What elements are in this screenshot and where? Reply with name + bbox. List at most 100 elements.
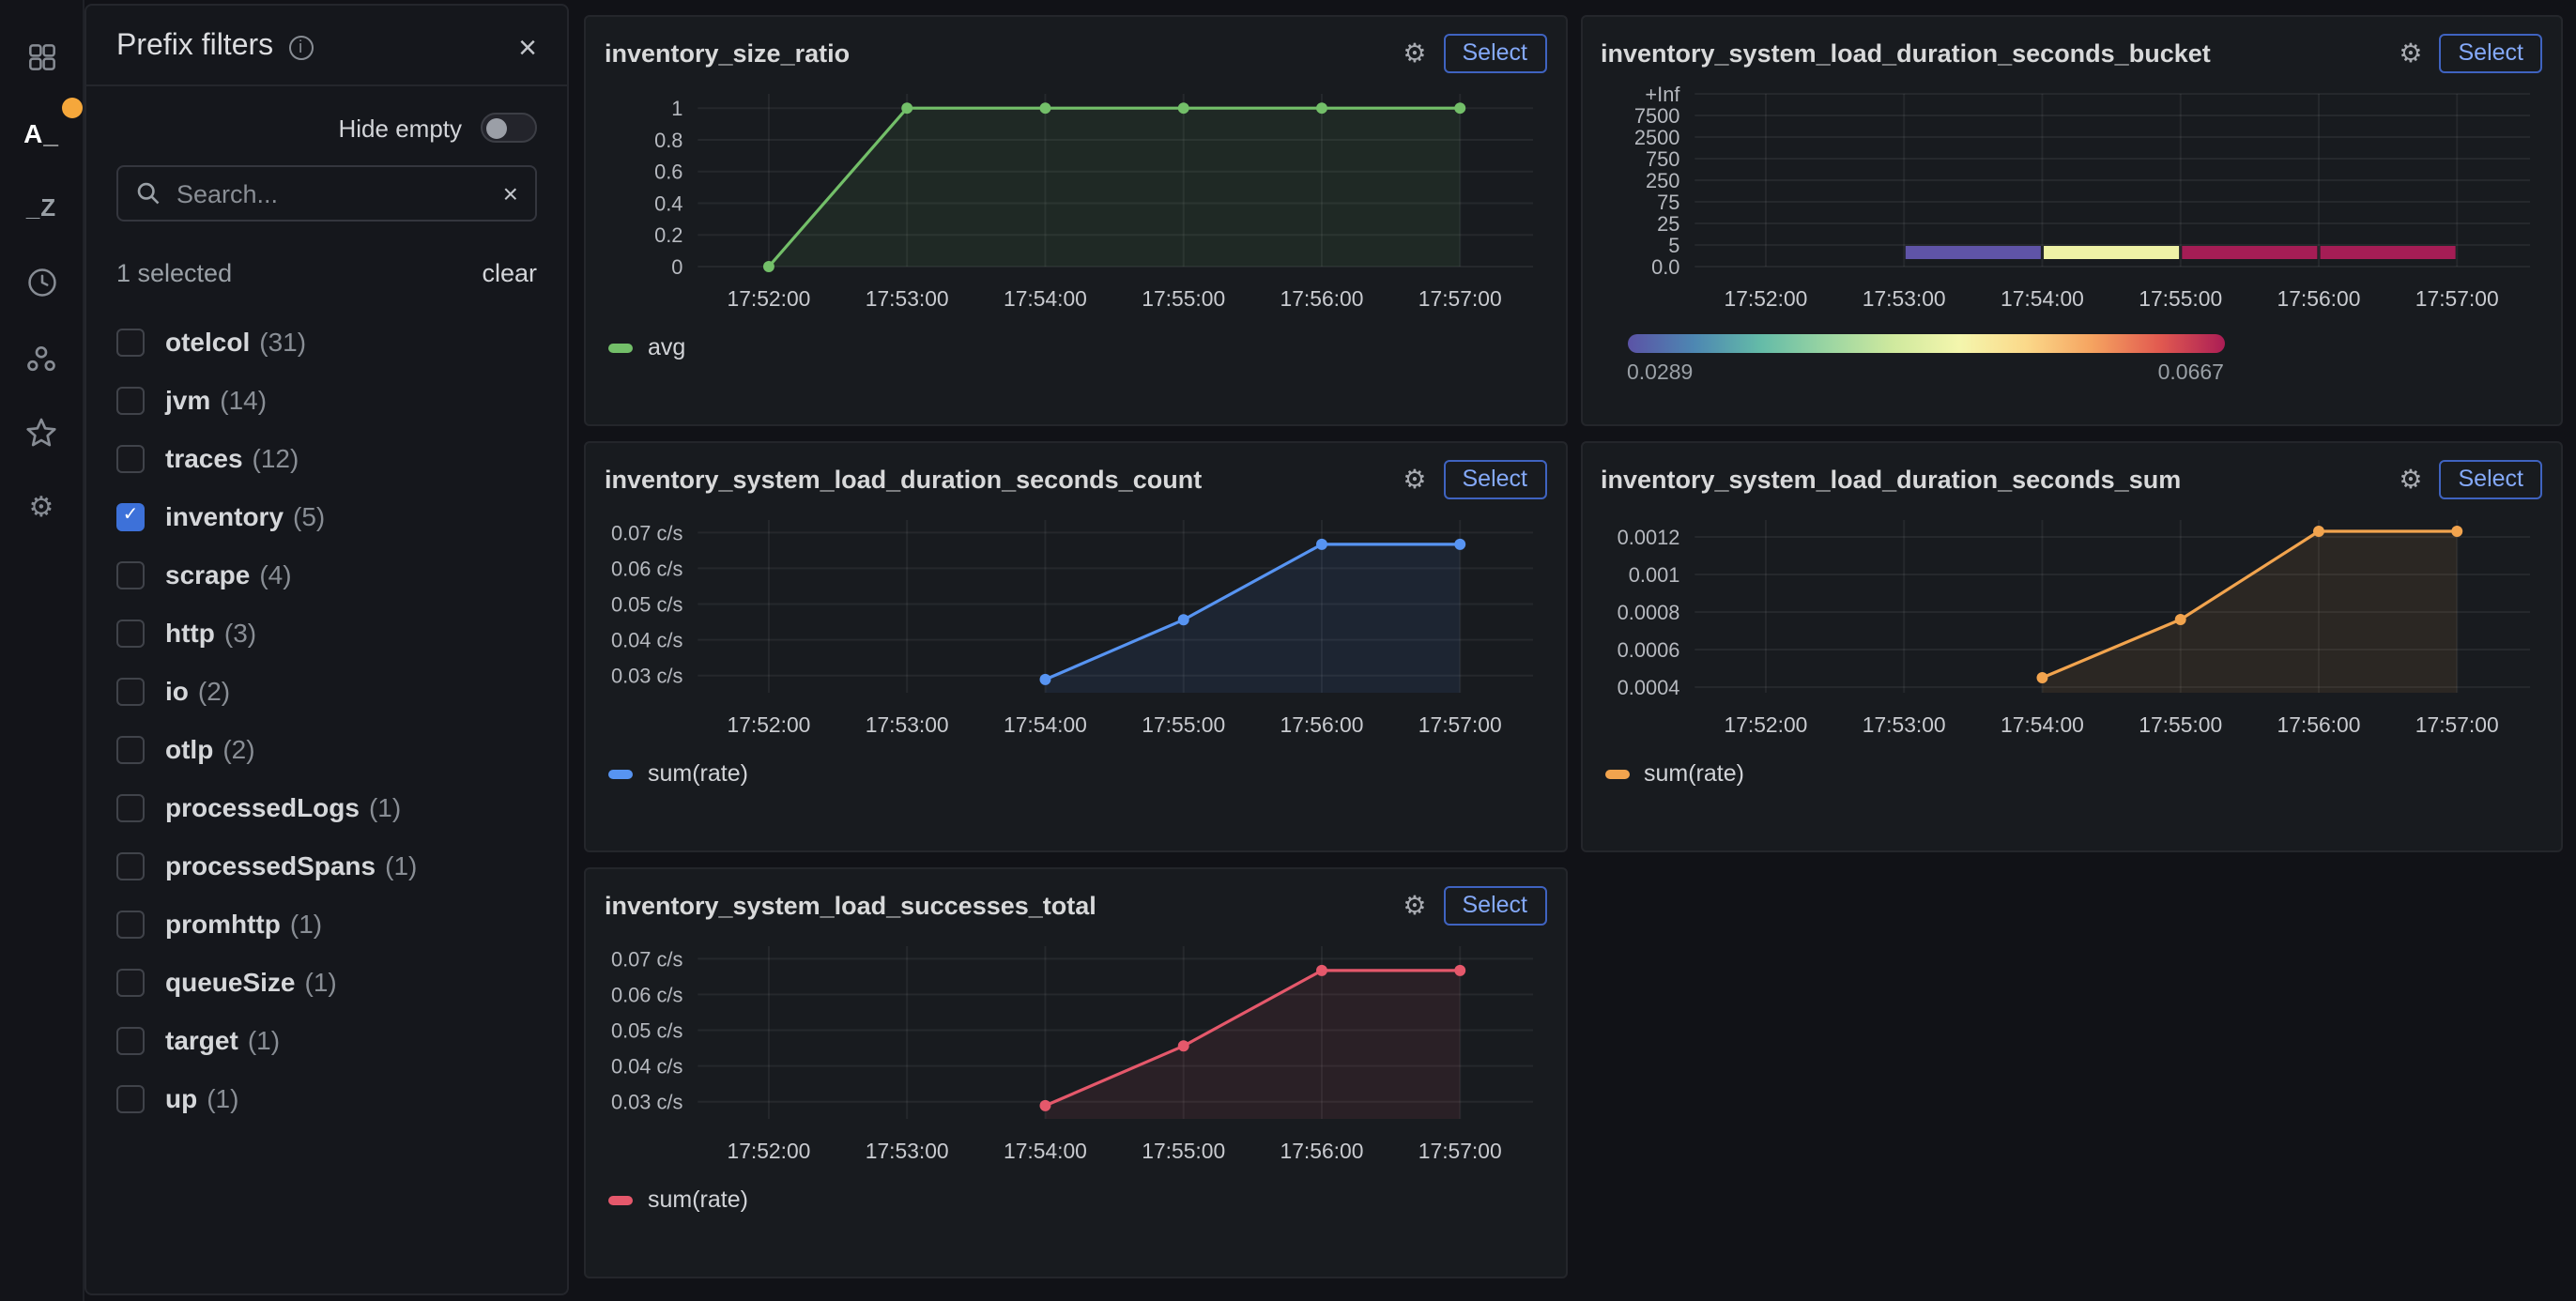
divider <box>86 84 567 86</box>
filter-item-http[interactable]: http (3) <box>116 614 537 651</box>
checkbox[interactable] <box>116 851 145 880</box>
svg-text:0.05 c/s: 0.05 c/s <box>611 1018 682 1042</box>
legend-label[interactable]: sum(rate) <box>1644 760 1744 787</box>
svg-text:17:57:00: 17:57:00 <box>2415 712 2498 737</box>
panel-header: inventory_system_load_duration_seconds_b… <box>1601 30 2542 75</box>
select-button[interactable]: Select <box>1443 459 1546 498</box>
filter-item-scrape[interactable]: scrape (4) <box>116 556 537 593</box>
filter-item-processedSpans[interactable]: processedSpans (1) <box>116 847 537 884</box>
checkbox[interactable] <box>116 560 145 589</box>
filter-label: otlp <box>165 734 214 764</box>
svg-text:17:54:00: 17:54:00 <box>1004 286 1087 311</box>
legend-swatch <box>608 343 633 352</box>
svg-text:0.04 c/s: 0.04 c/s <box>611 1055 682 1079</box>
colorbar-min: 0.0289 <box>1627 362 1694 385</box>
filter-label: scrape <box>165 559 251 589</box>
filter-item-jvm[interactable]: jvm (14) <box>116 381 537 419</box>
svg-text:17:53:00: 17:53:00 <box>866 286 949 311</box>
filter-label: otelcol <box>165 327 251 357</box>
filter-item-otlp[interactable]: otlp (2) <box>116 730 537 768</box>
select-button[interactable]: Select <box>1443 33 1546 72</box>
close-icon[interactable]: × <box>518 29 537 65</box>
filter-item-io[interactable]: io (2) <box>116 672 537 710</box>
filter-item-target[interactable]: target (1) <box>116 1021 537 1059</box>
legend-label[interactable]: avg <box>648 334 686 360</box>
filter-count: (2) <box>197 676 231 706</box>
select-button[interactable]: Select <box>2439 459 2542 498</box>
checkbox[interactable] <box>116 1084 145 1112</box>
checkbox[interactable] <box>116 793 145 821</box>
select-button[interactable]: Select <box>1443 885 1546 925</box>
legend-swatch <box>608 1195 633 1204</box>
svg-text:0.03 c/s: 0.03 c/s <box>611 665 682 688</box>
group-icon[interactable] <box>19 338 64 377</box>
timeseries-chart: 17:52:00 17:53:00 17:54:00 17:55:00 17:56:00… <box>1617 520 2530 737</box>
svg-text:7500: 7500 <box>1633 104 1679 128</box>
checkbox[interactable] <box>116 677 145 705</box>
checkbox[interactable] <box>116 1026 145 1054</box>
gear-icon[interactable]: ⚙ <box>2399 38 2423 68</box>
gear-icon[interactable]: ⚙ <box>2399 464 2423 494</box>
svg-text:17:56:00: 17:56:00 <box>1280 1139 1364 1163</box>
svg-text:0.03 c/s: 0.03 c/s <box>611 1091 682 1114</box>
hide-empty-toggle[interactable] <box>481 113 537 143</box>
filter-label: inventory <box>165 501 284 531</box>
nav-item-suffix-filters[interactable]: _Z <box>19 188 64 227</box>
search-clear-icon[interactable]: × <box>502 178 518 208</box>
checkbox[interactable] <box>116 386 145 414</box>
svg-text:17:53:00: 17:53:00 <box>1862 286 1945 311</box>
panel-title: inventory_system_load_duration_seconds_b… <box>1601 38 2211 67</box>
filter-count: (1) <box>207 1083 239 1113</box>
gear-icon[interactable]: ⚙ <box>1403 890 1427 920</box>
svg-text:17:55:00: 17:55:00 <box>1142 286 1225 311</box>
star-icon[interactable] <box>19 413 64 452</box>
filter-item-otelcol[interactable]: otelcol (31) <box>116 323 537 360</box>
checkbox[interactable]: ✓ <box>116 502 145 530</box>
notification-dot <box>62 98 83 118</box>
checkbox[interactable] <box>116 619 145 647</box>
svg-text:17:52:00: 17:52:00 <box>728 1139 811 1163</box>
svg-text:17:53:00: 17:53:00 <box>1862 712 1945 737</box>
panel-header: inventory_size_ratio ⚙ Select <box>605 30 1546 75</box>
filter-count: (1) <box>247 1025 281 1055</box>
filter-item-queueSize[interactable]: queueSize (1) <box>116 963 537 1001</box>
filter-item-processedLogs[interactable]: processedLogs (1) <box>116 788 537 826</box>
panel-title: inventory_system_load_duration_seconds_s… <box>1601 465 2182 493</box>
checkbox[interactable] <box>116 910 145 938</box>
svg-text:0.0004: 0.0004 <box>1617 676 1679 699</box>
filter-item-up[interactable]: up (1) <box>116 1079 537 1117</box>
svg-text:+Inf: +Inf <box>1644 83 1679 106</box>
gear-icon[interactable]: ⚙ <box>28 492 54 524</box>
panel-title: inventory_system_load_duration_seconds_c… <box>605 465 1203 493</box>
gear-icon[interactable]: ⚙ <box>1403 464 1427 494</box>
svg-text:17:52:00: 17:52:00 <box>1724 712 1807 737</box>
panel-inventory_system_load_successes_total: inventory_system_load_successes_total ⚙ Se… <box>584 867 1567 1278</box>
select-button[interactable]: Select <box>2439 33 2542 72</box>
svg-text:0.06 c/s: 0.06 c/s <box>611 557 682 580</box>
heatmap-chart: 17:52:00 17:53:00 17:54:00 17:55:00 17:56:00… <box>1633 83 2530 311</box>
legend-label[interactable]: sum(rate) <box>648 760 748 787</box>
filter-count: (1) <box>289 909 323 939</box>
svg-text:17:55:00: 17:55:00 <box>1142 1139 1225 1163</box>
clear-button[interactable]: clear <box>482 259 537 287</box>
checkbox[interactable] <box>116 735 145 763</box>
apps-grid-icon[interactable] <box>19 38 64 77</box>
checkbox[interactable] <box>116 968 145 996</box>
gear-icon[interactable]: ⚙ <box>1403 38 1427 68</box>
svg-text:17:56:00: 17:56:00 <box>2277 712 2360 737</box>
legend-label[interactable]: sum(rate) <box>648 1186 748 1213</box>
filter-item-promhttp[interactable]: promhttp (1) <box>116 905 537 942</box>
panel-inventory_size_ratio: inventory_size_ratio ⚙ Select 17:52:00 17:53… <box>584 15 1567 426</box>
clock-icon[interactable] <box>19 263 64 302</box>
prefix-filters-drawer: Prefix filters i × Hide empty × 1 select… <box>84 4 569 1295</box>
nav-item-prefix-filters[interactable]: A_ <box>19 98 83 152</box>
timeseries-chart: 17:52:00 17:53:00 17:54:00 17:55:00 17:56:00… <box>654 94 1534 311</box>
info-icon: i <box>288 35 314 59</box>
checkbox[interactable] <box>116 444 145 472</box>
filter-item-inventory[interactable]: ✓ inventory (5) <box>116 497 537 535</box>
search-input[interactable] <box>176 179 488 207</box>
checkbox[interactable] <box>116 328 145 356</box>
svg-text:17:54:00: 17:54:00 <box>1004 712 1087 737</box>
svg-text:17:55:00: 17:55:00 <box>2138 712 2221 737</box>
filter-item-traces[interactable]: traces (12) <box>116 439 537 477</box>
